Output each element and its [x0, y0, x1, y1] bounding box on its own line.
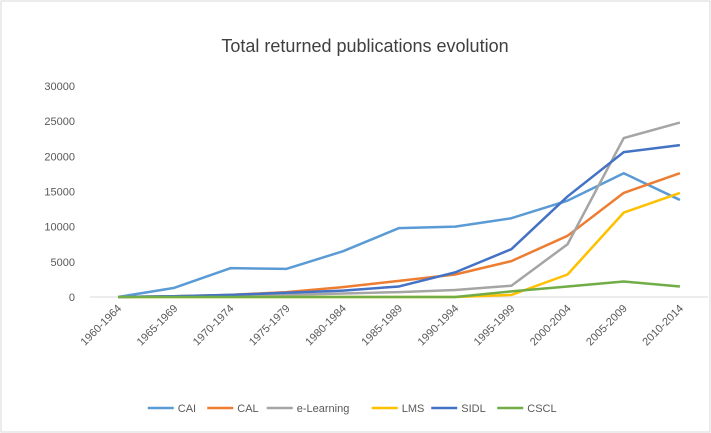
- legend-label: e-Learning: [297, 403, 350, 415]
- y-tick-label: 25000: [44, 116, 75, 128]
- legend-label: SIDL: [461, 403, 485, 415]
- y-tick-label: 5000: [51, 257, 75, 269]
- y-tick-label: 10000: [44, 222, 75, 234]
- legend-label: LMS: [402, 403, 425, 415]
- series-line: [118, 280, 681, 299]
- legend-label: CSCL: [527, 403, 556, 415]
- chart-title: Total returned publications evolution: [221, 36, 508, 56]
- legend-label: CAI: [178, 403, 196, 415]
- y-tick-label: 15000: [44, 187, 75, 199]
- y-tick-label: 0: [69, 292, 75, 304]
- y-tick-label: 30000: [44, 81, 75, 93]
- series-line: [118, 143, 681, 299]
- y-tick-label: 20000: [44, 151, 75, 163]
- legend-label: CAL: [237, 403, 258, 415]
- series-line: [117, 171, 681, 299]
